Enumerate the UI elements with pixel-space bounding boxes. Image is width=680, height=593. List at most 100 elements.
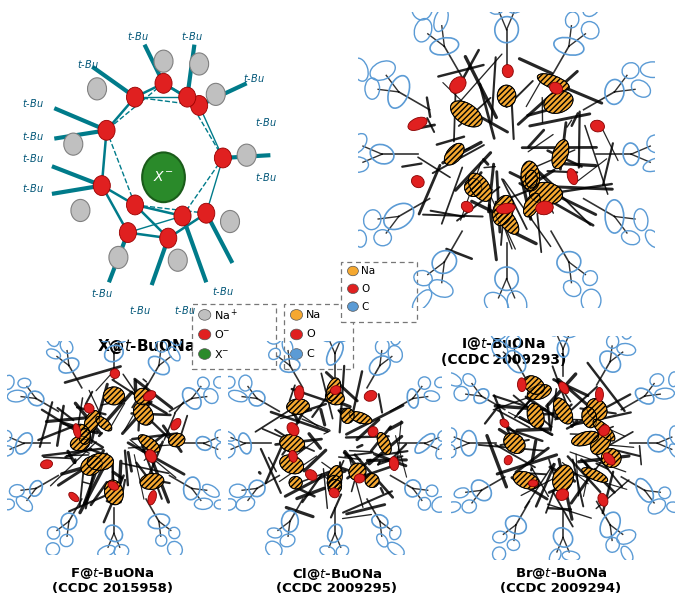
Ellipse shape	[108, 481, 118, 490]
Text: O$^{-}$: O$^{-}$	[214, 329, 231, 340]
Circle shape	[93, 176, 110, 196]
Ellipse shape	[81, 456, 102, 476]
Ellipse shape	[599, 425, 610, 436]
Ellipse shape	[289, 476, 302, 489]
Circle shape	[220, 211, 239, 232]
Ellipse shape	[349, 463, 366, 480]
Ellipse shape	[328, 480, 341, 494]
Circle shape	[190, 95, 207, 116]
Ellipse shape	[549, 82, 562, 94]
Ellipse shape	[504, 455, 512, 465]
Ellipse shape	[527, 384, 551, 400]
Text: $X^{-}$: $X^{-}$	[154, 170, 173, 184]
Circle shape	[120, 222, 137, 243]
Ellipse shape	[103, 387, 124, 405]
Ellipse shape	[365, 474, 379, 487]
Ellipse shape	[553, 465, 573, 492]
Text: O: O	[306, 330, 315, 339]
Ellipse shape	[329, 488, 339, 498]
Circle shape	[290, 329, 303, 340]
Ellipse shape	[411, 176, 424, 187]
Ellipse shape	[451, 101, 482, 127]
Circle shape	[179, 87, 196, 107]
Ellipse shape	[364, 391, 377, 401]
Ellipse shape	[84, 410, 100, 432]
Ellipse shape	[143, 391, 156, 401]
Ellipse shape	[513, 471, 539, 489]
Circle shape	[347, 284, 358, 294]
Ellipse shape	[87, 454, 114, 470]
Ellipse shape	[279, 455, 303, 474]
Text: $t$-Bu: $t$-Bu	[174, 304, 196, 316]
Text: $t$-Bu: $t$-Bu	[255, 116, 277, 128]
Ellipse shape	[469, 173, 492, 202]
Text: $t$-Bu: $t$-Bu	[255, 171, 277, 183]
Circle shape	[126, 87, 143, 107]
Circle shape	[290, 349, 303, 359]
Text: X@$t$-BuONa: X@$t$-BuONa	[97, 337, 196, 356]
FancyBboxPatch shape	[284, 304, 354, 369]
Ellipse shape	[536, 201, 554, 215]
Text: $t$-Bu: $t$-Bu	[129, 304, 151, 316]
Circle shape	[199, 310, 211, 320]
Ellipse shape	[305, 470, 317, 480]
Ellipse shape	[133, 403, 154, 425]
Ellipse shape	[377, 432, 391, 454]
Ellipse shape	[492, 196, 513, 225]
Text: $t$-Bu: $t$-Bu	[126, 30, 148, 42]
Ellipse shape	[171, 419, 181, 430]
Circle shape	[190, 53, 209, 75]
FancyBboxPatch shape	[341, 262, 417, 322]
Circle shape	[154, 50, 173, 72]
Text: $t$-Bu: $t$-Bu	[181, 30, 203, 42]
Text: C: C	[306, 349, 313, 359]
Circle shape	[168, 249, 187, 271]
Circle shape	[64, 133, 83, 155]
Ellipse shape	[552, 139, 569, 169]
Ellipse shape	[517, 378, 526, 391]
Ellipse shape	[461, 202, 473, 212]
Circle shape	[160, 228, 177, 248]
Ellipse shape	[69, 492, 79, 502]
Text: (CCDC 2015958): (CCDC 2015958)	[52, 582, 173, 593]
Ellipse shape	[105, 480, 123, 505]
Circle shape	[214, 148, 231, 168]
Circle shape	[290, 310, 303, 320]
Text: Br@$t$-BuONa: Br@$t$-BuONa	[515, 566, 607, 581]
Text: $t$-Bu: $t$-Bu	[91, 288, 113, 299]
Ellipse shape	[521, 161, 540, 191]
Ellipse shape	[368, 426, 378, 436]
Circle shape	[98, 120, 115, 141]
Text: Na: Na	[306, 310, 321, 320]
Ellipse shape	[544, 91, 573, 113]
Ellipse shape	[527, 403, 544, 428]
Ellipse shape	[590, 120, 605, 132]
Text: Cl@$t$-BuONa: Cl@$t$-BuONa	[292, 566, 381, 582]
Ellipse shape	[390, 457, 398, 470]
Ellipse shape	[497, 85, 516, 107]
Ellipse shape	[354, 474, 365, 483]
Circle shape	[88, 78, 107, 100]
Ellipse shape	[349, 412, 372, 424]
Ellipse shape	[582, 468, 608, 482]
Ellipse shape	[601, 448, 621, 467]
Ellipse shape	[279, 435, 305, 452]
Ellipse shape	[559, 382, 569, 394]
Ellipse shape	[96, 416, 112, 431]
Circle shape	[347, 266, 358, 276]
Circle shape	[126, 195, 143, 215]
Circle shape	[142, 152, 185, 202]
Ellipse shape	[294, 385, 304, 400]
Ellipse shape	[496, 203, 515, 214]
Ellipse shape	[582, 407, 597, 428]
Text: $t$-Bu: $t$-Bu	[212, 285, 234, 296]
Text: $t$-Bu: $t$-Bu	[243, 72, 265, 84]
Ellipse shape	[598, 493, 608, 506]
Circle shape	[347, 302, 358, 311]
Ellipse shape	[596, 387, 603, 401]
Ellipse shape	[529, 182, 562, 205]
Ellipse shape	[524, 193, 541, 217]
Ellipse shape	[554, 398, 573, 424]
Circle shape	[109, 247, 128, 269]
Text: F@$t$-BuONa: F@$t$-BuONa	[70, 566, 154, 581]
